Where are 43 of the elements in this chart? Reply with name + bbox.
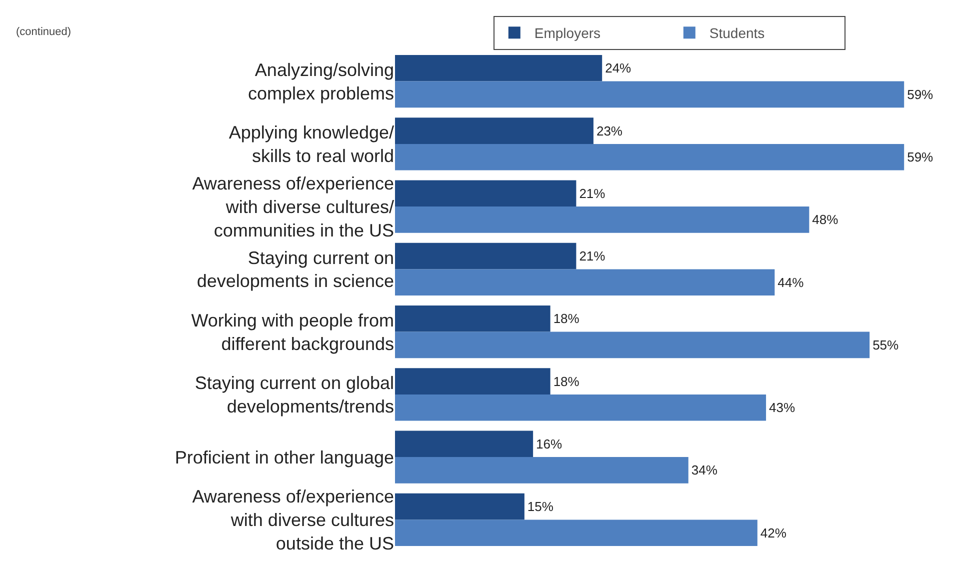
bar [395, 55, 602, 82]
bar [395, 493, 524, 520]
bar [395, 332, 870, 358]
bar [395, 206, 810, 233]
bar [395, 394, 766, 421]
data-label: 34% [691, 462, 718, 478]
data-label: 55% [872, 337, 900, 352]
bar [395, 306, 550, 332]
data-label: 42% [760, 525, 787, 540]
data-label: 59% [907, 150, 934, 165]
y-tick-label: Analyzing/solving complex problems [248, 60, 394, 104]
data-label: 24% [605, 60, 632, 76]
bar [395, 81, 904, 108]
text: (continued) [16, 26, 72, 38]
y-tick-label: Applying knowledge/ skills to real world [228, 122, 394, 166]
data-label: 16% [536, 436, 563, 452]
y-tick-label: Staying current on developments in science [196, 248, 394, 292]
bar [395, 144, 904, 170]
bar [395, 430, 534, 458]
bar [395, 520, 758, 546]
bar [395, 368, 550, 394]
data-label: 43% [769, 400, 796, 416]
legend-label: Employers [534, 25, 601, 42]
data-label: 15% [527, 499, 554, 514]
data-label: 44% [778, 274, 804, 290]
data-label: 59% [907, 86, 934, 102]
y-tick-label: Staying current on global developments/trends [194, 373, 394, 416]
data-label: 18% [553, 311, 580, 326]
y-tick-label: Awareness of/experience with diverse cultures outside the US [192, 486, 394, 554]
y-tick-label: Working with people from different backgrounds [191, 310, 394, 354]
bar [395, 269, 775, 296]
data-label: 23% [596, 123, 623, 138]
bar [395, 242, 576, 270]
bar [395, 118, 594, 144]
data-label: 21% [579, 186, 606, 201]
bar [395, 457, 688, 484]
y-tick-label: Proficient in other language [174, 447, 394, 468]
legend-label: Students [709, 25, 765, 42]
data-label: 18% [553, 374, 580, 389]
data-label: 48% [812, 212, 839, 228]
data-label: 21% [579, 248, 606, 264]
y-tick-label: Awareness of/experience with diverse cultures/ communities in the US [192, 173, 394, 240]
bar [395, 180, 576, 207]
